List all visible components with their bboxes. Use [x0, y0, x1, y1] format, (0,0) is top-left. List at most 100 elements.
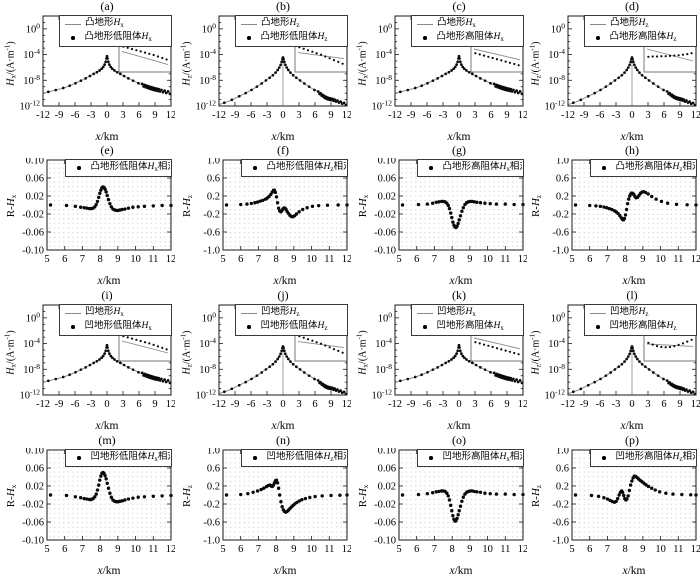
anomaly-dot-point: [280, 505, 284, 509]
inset-dot: [508, 350, 512, 353]
y-tick-label: 0.02: [378, 482, 396, 493]
y-tick-label: 0.02: [26, 192, 44, 203]
dot-marker-icon: [596, 36, 600, 40]
inset-dot: [156, 55, 160, 58]
anomaly-dot-point: [246, 491, 250, 496]
anomaly-dot-point: [455, 516, 459, 521]
anomaly-dot-point: [657, 490, 662, 494]
anomaly-dot-point: [64, 493, 69, 498]
legend-entry: 凹地形低阻体Hx: [65, 320, 170, 334]
legend-entry: 凹地形Hz: [590, 306, 695, 320]
y-tick-exp: -8: [559, 362, 565, 371]
legend: 凹地形低阻体Hx相对异常: [65, 449, 172, 467]
x-tick-label: 9: [152, 110, 157, 121]
y-tick-label: 0.10: [26, 448, 44, 457]
body-dot-series-point: [118, 72, 122, 76]
x-tick-label: 12: [518, 544, 527, 555]
inset-dot: [332, 348, 336, 351]
x-tick-label: 8: [98, 544, 103, 555]
panel-title: (k): [452, 288, 466, 302]
legend: 凹地形低阻体Hz相对异常: [241, 449, 348, 467]
body-dot-series-point: [237, 94, 241, 98]
x-axis-label: x/km: [97, 275, 121, 287]
x-tick-label: 11: [500, 254, 510, 265]
y-tick-exp: 0: [36, 21, 40, 30]
body-dot-series-point: [302, 371, 306, 374]
anomaly-dot-point: [274, 478, 279, 482]
body-dot-series-point: [643, 76, 647, 80]
y-tick-label: -0.2: [203, 500, 220, 511]
y-tick-label: 100: [378, 310, 393, 324]
x-tick-label: 6: [587, 544, 592, 555]
x-tick-label: 7: [605, 254, 610, 265]
body-dot-series-point: [282, 60, 286, 64]
body-dot-series-point: [313, 377, 316, 381]
legend-entry: 凸地形低阻体Hx: [65, 31, 170, 45]
panel-title: (c): [452, 0, 466, 13]
body-dot-series-point: [604, 374, 608, 378]
anomaly-dot-point: [503, 492, 507, 496]
inset-dot: [311, 339, 314, 342]
x-tick-label: 6: [136, 399, 141, 410]
inset-dot: [126, 46, 129, 49]
anomaly-dot-point: [622, 216, 627, 221]
panel-j: 100 10-4 10-8 10-12 -12 -9 -6 -3 0 3 6 9 12 (j) Hz/(A·…: [179, 289, 352, 433]
x-axis-label: x/km: [97, 565, 121, 577]
y-tick-label: -0.06: [22, 228, 44, 239]
legend-entry: 凹地形Hx: [417, 306, 522, 320]
x-tick-label: 7: [80, 544, 85, 555]
body-dot-series-point: [106, 60, 110, 64]
body-dot-series-point: [623, 360, 626, 363]
body-dot-series-point: [46, 90, 50, 94]
anomaly-dot-point: [85, 206, 89, 210]
anomaly-dot-point: [512, 202, 516, 207]
panel-title: (o): [452, 433, 466, 447]
anomaly-dot-point: [625, 497, 629, 501]
inset-dot: [487, 344, 490, 347]
inset-dot: [491, 56, 494, 60]
y-axis-label: Hx/(A·m-1): [355, 330, 370, 375]
x-tick-label: 11: [673, 254, 683, 265]
inset-dot: [324, 55, 327, 58]
body-dot-series-point: [458, 349, 462, 353]
y-tick-label: 10-8: [199, 362, 216, 376]
anomaly-dot-point: [224, 493, 229, 497]
x-tick-label: 5: [569, 544, 574, 555]
body-dot-series-point: [342, 101, 346, 105]
x-tick-label: -9: [231, 110, 240, 121]
y-tick-exp: -8: [559, 73, 565, 82]
x-tick-label: 8: [450, 254, 455, 265]
inset-dot: [517, 64, 520, 67]
y-tick-label: 0.06: [378, 464, 396, 475]
inset-dot: [474, 341, 477, 344]
body-dot-series-point: [688, 100, 691, 103]
legend: 凸地形低阻体Hx相对异常: [65, 159, 172, 177]
y-tick-base: 10: [375, 365, 386, 376]
y-tick-base: 10: [551, 24, 562, 35]
body-dot-series-point: [109, 354, 113, 358]
body-dot-series-point: [431, 79, 435, 83]
y-tick-base: 10: [202, 24, 213, 35]
x-tick-label: 10: [130, 544, 141, 555]
body-dot-series-point: [276, 68, 280, 72]
inset-dot: [686, 53, 689, 56]
y-tick-base: 10: [20, 102, 31, 113]
body-dot-series-point: [456, 349, 460, 353]
inset-dot: [478, 53, 481, 56]
y-tick-exp: -4: [386, 47, 392, 56]
body-dot-series-point: [440, 363, 444, 367]
body-dot-series-point: [447, 70, 451, 74]
x-tick-label: 3: [120, 110, 125, 121]
inset-dot: [673, 345, 676, 348]
anomaly-dot-point: [646, 192, 650, 196]
anomaly-dot-point: [131, 496, 135, 500]
body-dot-series-point: [285, 355, 289, 358]
inset-dot: [328, 346, 331, 349]
anomaly-dot-point: [451, 220, 455, 224]
anomaly-dot-point: [627, 488, 632, 493]
series-group: [568, 344, 696, 395]
x-tick-label: 12: [166, 544, 175, 555]
body-dot-series-point: [629, 349, 633, 353]
inset-dot: [341, 351, 344, 354]
body-dot-series-point: [651, 371, 655, 374]
